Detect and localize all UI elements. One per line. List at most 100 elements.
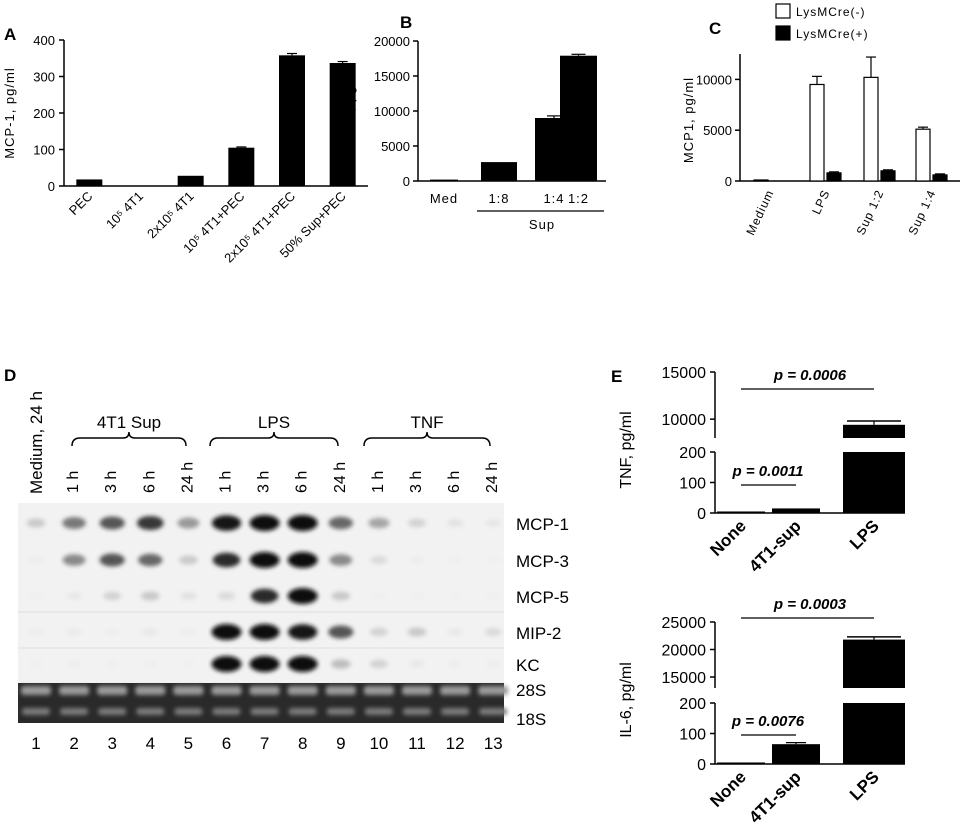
d-rrna-band-28s [249,686,280,695]
c-y-tick-label: 0 [725,174,732,189]
a-y-tick-label: 400 [33,33,55,48]
d-time-label: 24 h [179,462,196,493]
d-rrna-band-28s [478,686,509,695]
e-y-axis-label: TNF, pg/ml [618,411,635,488]
d-blot-band [409,660,425,668]
a-bar [177,175,204,186]
d-lane-number: 12 [446,734,465,753]
a-bar [76,179,103,186]
e-y-axis-label: IL-6, pg/ml [618,662,635,738]
e-y-tick-label: 0 [697,757,706,774]
e-x-tick-label: 4T1-sup [745,516,805,576]
d-blot-band [66,660,82,668]
e-x-tick-label: 4T1-sup [745,767,805,827]
a-bar [228,147,255,186]
c-bar [915,128,931,182]
e-x-tick-label: None [706,767,749,810]
e-bar-lower [843,703,905,764]
d-time-label: 3 h [103,471,120,493]
d-time-label: 1 h [65,471,82,493]
d-blot-band [287,656,318,672]
d-blot-band [211,656,242,672]
d-blot-band [371,592,387,600]
d-lane-number: 7 [260,734,269,753]
c-legend-swatch-filled [775,25,791,41]
c-y-tick-label: 10000 [696,72,732,87]
b-y-tick-label: 10000 [374,104,410,119]
d-blot-band [136,516,164,530]
e-x-tick-label: LPS [846,767,883,804]
d-blot-band [446,519,464,527]
d-lane-number: 5 [184,734,193,753]
d-blot-band [249,552,280,568]
b-bar [430,179,458,182]
d-blot-band [249,656,280,672]
d-lane-number: 9 [336,734,345,753]
d-rrna-band-18s [136,708,165,715]
d-rrna-band-18s [212,708,241,715]
e-bar [772,508,820,513]
d-rrna-label: 18S [516,710,546,729]
e-y-tick-label: 100 [679,727,706,744]
d-blot-band [287,552,318,568]
d-blot-band [26,518,46,528]
b-y-axis-label: MCP-1, pg/ml [342,65,357,156]
d-rrna-band-28s [287,686,318,695]
d-blot-band [369,627,388,637]
d-blot-band [217,592,236,600]
d-blot-band [66,592,82,600]
d-gene-label: MCP-3 [516,552,569,571]
b-y-tick-label: 15000 [374,69,410,84]
e-p-value: p = 0.0076 [731,713,805,730]
d-group-label: 4T1 Sup [97,413,161,432]
d-rrna-band-18s [60,708,89,715]
d-rrna-band-18s [174,708,203,715]
d-group-bracket [363,431,491,447]
e-bar [717,511,765,514]
d-blot-band [328,625,354,639]
b-x-tick-label: Med [430,191,458,206]
c-bar [753,179,769,182]
d-group-label: LPS [258,413,290,432]
d-blot-band [447,660,463,668]
d-blot-band [179,555,198,565]
d-blot-band [486,592,501,600]
d-rrna-band-18s [22,708,50,715]
c-bar [826,172,842,182]
d-rrna-label: 28S [516,681,546,700]
d-time-label: 6 h [141,471,158,493]
d-blot-band [211,515,242,531]
b-group-label: Sup [529,217,555,232]
c-x-tick-label: Sup 1:4 [906,187,939,237]
c-bar [932,174,948,182]
panel-letter-d: D [4,366,16,385]
panel-letter-a: A [4,25,16,44]
e-y-tick-label: 20000 [662,643,707,660]
d-blot-band [447,592,463,600]
c-legend-label: LysMCre(-) [796,5,866,19]
d-blot-band [329,554,353,566]
d-blot-band [250,588,279,604]
d-blot-band [103,591,122,601]
e-bar [717,762,765,765]
d-blot-band [28,660,44,668]
d-rrna-band-18s [250,708,279,715]
d-rrna-band-28s [173,686,204,695]
b-bar [560,55,597,182]
d-blot-band [181,628,196,636]
d-lane-number: 1 [31,734,40,753]
d-lane-number: 13 [484,734,503,753]
d-group-bracket [209,431,339,447]
e-bar-upper [843,639,905,688]
d-blot-band [177,517,200,529]
d-blot-band [484,628,502,636]
e-y-tick-label: 10000 [662,412,707,429]
d-lane-number: 4 [146,734,155,753]
a-x-tick-label: 10⁵ 4T1 [103,189,146,232]
d-gene-label: MIP-2 [516,624,561,643]
d-blot-band [66,628,82,636]
b-y-tick-label: 0 [403,174,410,189]
a-y-axis-label: MCP-1, pg/ml [2,67,17,158]
d-blot-band [142,628,159,636]
d-blot-band [447,628,463,636]
